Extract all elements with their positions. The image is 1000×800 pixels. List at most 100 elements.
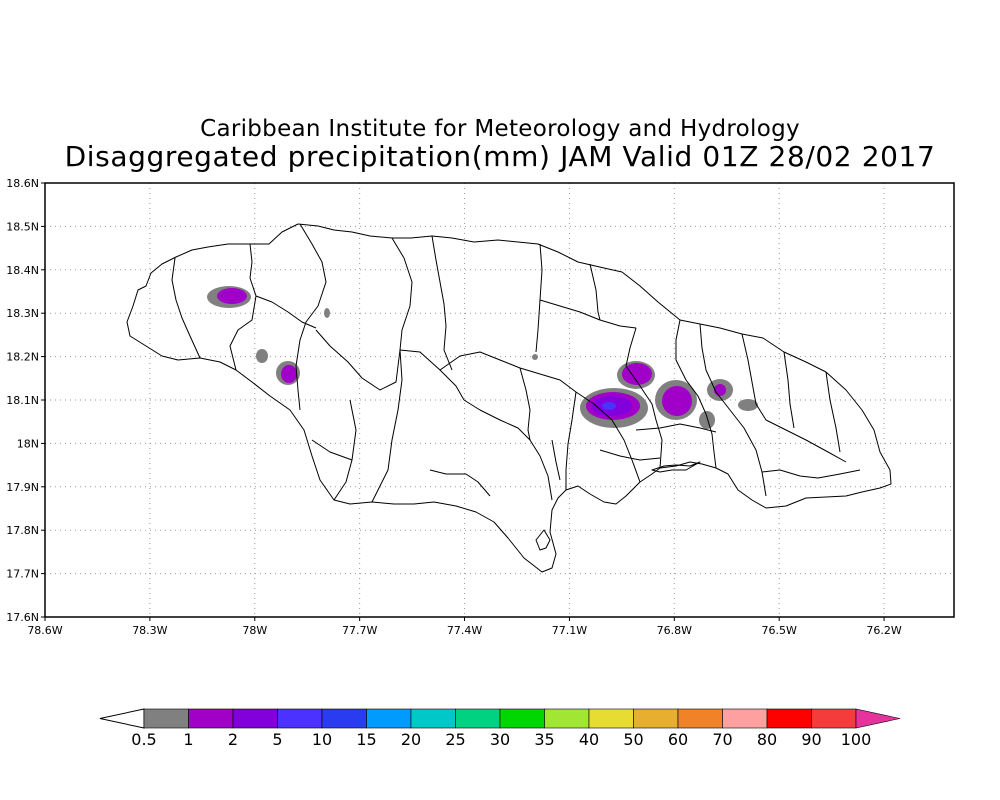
parish-boundary bbox=[761, 469, 861, 479]
parish-boundary bbox=[535, 243, 543, 353]
parish-boundary bbox=[783, 351, 795, 429]
colorbar-swatch bbox=[677, 708, 723, 729]
colorbar-swatch bbox=[722, 708, 768, 729]
colorbar-label: 30 bbox=[490, 730, 510, 749]
colorbar-label: 80 bbox=[757, 730, 777, 749]
parish-boundary bbox=[255, 295, 317, 329]
parish-boundary bbox=[333, 399, 357, 501]
lon-tick-label: 76.8W bbox=[657, 624, 692, 637]
coastline-detail-portland-point bbox=[535, 529, 551, 551]
colorbar-under-arrow bbox=[99, 708, 145, 729]
jamaica-coastline bbox=[126, 223, 892, 573]
lat-tick-label: 18.5N bbox=[6, 220, 39, 233]
colorbar-label: 100 bbox=[841, 730, 872, 749]
parish-boundary bbox=[539, 299, 637, 329]
coastline-detail-port-royal bbox=[651, 461, 701, 473]
colorbar-label: 50 bbox=[623, 730, 643, 749]
lat-tick-label: 18.3N bbox=[6, 307, 39, 320]
lon-tick-label: 78W bbox=[242, 624, 267, 637]
colorbar-label: 5 bbox=[272, 730, 282, 749]
parish-boundary bbox=[589, 263, 601, 321]
parish-boundary bbox=[599, 449, 661, 461]
precip-cell-small-5 bbox=[738, 399, 758, 411]
colorbar-swatch bbox=[766, 708, 812, 729]
parish-boundary bbox=[565, 391, 577, 490]
parish-boundary bbox=[635, 423, 717, 433]
parish-boundary bbox=[439, 351, 577, 393]
precip-cell-stthomas bbox=[714, 384, 726, 396]
parish-boundary bbox=[295, 223, 327, 411]
map-subtitle: Disaggregated precipitation(mm) JAM Vali… bbox=[64, 140, 936, 173]
colorbar-swatch bbox=[588, 708, 634, 729]
colorbar-label: 60 bbox=[668, 730, 688, 749]
lon-tick-label: 78.3W bbox=[132, 624, 167, 637]
parish-boundary bbox=[675, 319, 717, 469]
colorbar-label: 35 bbox=[534, 730, 554, 749]
parish-boundary bbox=[463, 399, 553, 501]
colorbar-swatch bbox=[232, 708, 278, 729]
latitude-axis: 18.6N 18.5N 18.4N 18.3N 18.2N 18.1N 18N 17.9N 17… bbox=[6, 177, 45, 624]
jamaica-boundaries bbox=[126, 223, 892, 573]
map-title: Caribbean Institute for Meteorology and … bbox=[200, 116, 800, 142]
lat-tick-label: 17.8N bbox=[6, 524, 39, 537]
parish-boundary bbox=[741, 333, 847, 463]
precip-cell-standrew bbox=[662, 386, 692, 416]
longitude-axis: 78.6W 78.3W 78W 77.7W 77.4W 77.1W 76.8W 76.5W 76… bbox=[27, 617, 902, 637]
lat-tick-label: 18.2N bbox=[6, 351, 39, 364]
colorbar-label: 20 bbox=[401, 730, 421, 749]
lat-tick-label: 17.7N bbox=[6, 568, 39, 581]
colorbar-label: 2 bbox=[228, 730, 238, 749]
colorbar-label: 70 bbox=[712, 730, 732, 749]
parish-boundary bbox=[431, 235, 453, 371]
colorbar-over-arrow bbox=[855, 708, 901, 729]
precip-cell-hanover bbox=[217, 288, 247, 304]
parish-boundary bbox=[429, 469, 491, 497]
colorbar-swatch bbox=[811, 708, 857, 729]
colorbar-label: 15 bbox=[356, 730, 376, 749]
colorbar-swatch bbox=[544, 708, 590, 729]
parish-boundary bbox=[519, 367, 531, 441]
map-grid bbox=[45, 183, 954, 617]
parish-boundary bbox=[391, 237, 413, 351]
lat-tick-label: 18.4N bbox=[6, 264, 39, 277]
parish-boundary bbox=[311, 439, 353, 461]
precipitation-layer bbox=[207, 286, 758, 429]
map-frame bbox=[44, 182, 955, 618]
precip-cell-small-2 bbox=[324, 308, 330, 318]
colorbar-swatch bbox=[188, 708, 234, 729]
colorbar-swatch bbox=[321, 708, 367, 729]
colorbar-swatch bbox=[455, 708, 501, 729]
colorbar-labels: 0.5 1 2 5 10 15 20 25 30 35 40 50 60 70 80 90 100 bbox=[131, 730, 871, 749]
parish-boundary bbox=[699, 323, 767, 497]
parish-boundary bbox=[551, 439, 561, 481]
lat-tick-label: 18.1N bbox=[6, 394, 39, 407]
parish-boundary bbox=[371, 349, 403, 503]
precip-cell-small-3 bbox=[532, 354, 538, 360]
colorbar bbox=[99, 708, 901, 729]
lon-tick-label: 77.1W bbox=[552, 624, 587, 637]
lat-tick-label: 18N bbox=[17, 437, 39, 450]
precip-cell-small-4 bbox=[699, 411, 715, 429]
lon-tick-label: 76.2W bbox=[866, 624, 901, 637]
colorbar-swatch bbox=[633, 708, 679, 729]
colorbar-swatch bbox=[499, 708, 545, 729]
colorbar-label: 10 bbox=[312, 730, 332, 749]
colorbar-swatch bbox=[143, 708, 189, 729]
colorbar-label: 25 bbox=[445, 730, 465, 749]
colorbar-swatch bbox=[366, 708, 412, 729]
lat-tick-label: 17.9N bbox=[6, 481, 39, 494]
parish-boundary bbox=[315, 329, 465, 401]
lon-tick-label: 77.4W bbox=[447, 624, 482, 637]
parish-boundary bbox=[625, 327, 663, 469]
colorbar-label: 0.5 bbox=[131, 730, 156, 749]
precip-cell-stcatherine-n bbox=[622, 363, 652, 385]
colorbar-label: 90 bbox=[801, 730, 821, 749]
lon-tick-label: 76.5W bbox=[762, 624, 797, 637]
colorbar-label: 40 bbox=[579, 730, 599, 749]
colorbar-label: 1 bbox=[183, 730, 193, 749]
parish-boundary bbox=[229, 243, 257, 371]
parish-boundary bbox=[825, 371, 841, 453]
precip-cell-westmoreland bbox=[281, 365, 297, 383]
lon-tick-label: 78.6W bbox=[27, 624, 62, 637]
